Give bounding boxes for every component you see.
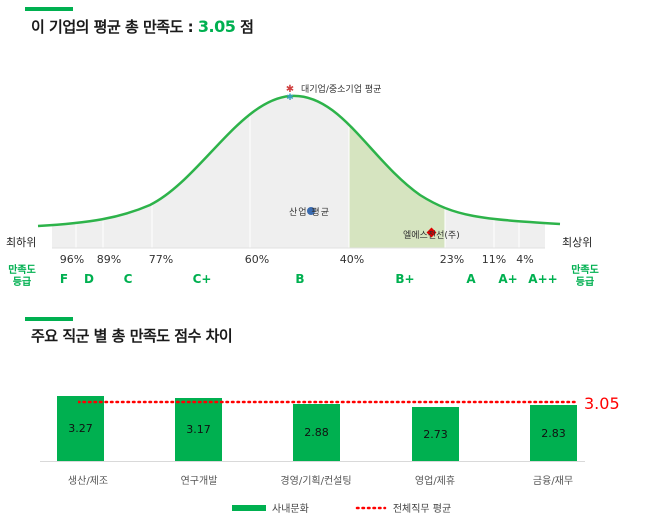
bar-chart-axis bbox=[40, 461, 585, 462]
grade-header-line2: 등급 bbox=[12, 277, 32, 288]
grade-label: A+ bbox=[498, 272, 518, 286]
grade-header-left: 만족도 등급 bbox=[4, 265, 40, 289]
percentile-tick: 89% bbox=[96, 253, 122, 266]
svg-text:✱: ✱ bbox=[286, 84, 294, 95]
category-label: 영업/제휴 bbox=[414, 476, 456, 487]
category-label: 연구개발 bbox=[180, 476, 218, 487]
percentile-tick: 23% bbox=[439, 253, 465, 266]
grade-header-right: 만족도 등급 bbox=[567, 265, 603, 289]
bar-rnd: 3.17 bbox=[175, 398, 222, 461]
grade-header-line1: 만족도 bbox=[8, 265, 36, 276]
industry-average-label: 산업 평균 bbox=[289, 208, 330, 218]
bar-management: 2.88 bbox=[293, 404, 340, 461]
section2-title: 주요 직군 별 총 만족도 점수 차이 bbox=[31, 327, 233, 345]
bar-production: 3.27 bbox=[57, 396, 104, 461]
bar-chart-plot: 3.27 3.17 2.88 2.73 2.83 bbox=[40, 380, 580, 461]
bar-finance: 2.83 bbox=[530, 405, 577, 461]
section1-accent-bar bbox=[25, 7, 73, 11]
highest-rank-label: 최상위 bbox=[562, 236, 593, 249]
legend-bar-swatch bbox=[232, 504, 266, 511]
distribution-curve-chart: ✱ ✱ bbox=[37, 84, 561, 249]
category-label: 금융/재무 bbox=[532, 476, 574, 487]
bar-value: 2.88 bbox=[304, 426, 329, 439]
average-score: 3.05 bbox=[197, 17, 236, 36]
grade-header-line1: 만족도 bbox=[571, 265, 599, 276]
section1-title: 이 기업의 평균 총 만족도 : 3.05 점 bbox=[31, 16, 254, 37]
percentile-tick: 96% bbox=[59, 253, 85, 266]
legend-bar-label: 사내문화 bbox=[272, 504, 309, 515]
grade-label: B bbox=[295, 272, 305, 286]
percentile-tick: 77% bbox=[148, 253, 174, 266]
percentile-tick: 40% bbox=[339, 253, 365, 266]
large-small-company-average-label: 대기업/중소기업 평균 bbox=[301, 85, 382, 95]
lowest-rank-label: 최하위 bbox=[6, 236, 37, 249]
title-prefix: 이 기업의 평균 총 만족도 : bbox=[31, 18, 194, 36]
percentile-tick: 11% bbox=[481, 253, 507, 266]
section2-accent-bar bbox=[25, 317, 73, 321]
category-label: 경영/기획/컨설팅 bbox=[280, 476, 352, 487]
bar-value: 2.73 bbox=[423, 427, 448, 441]
bar-value: 3.27 bbox=[68, 422, 93, 435]
grade-label: B+ bbox=[395, 272, 415, 286]
legend-dotted-swatch bbox=[355, 506, 387, 509]
grade-label: C+ bbox=[192, 272, 212, 286]
legend: 사내문화 전체직무 평균 bbox=[232, 500, 451, 515]
title-suffix: 점 bbox=[240, 18, 254, 36]
company-label: 엘에스전선(주) bbox=[403, 231, 460, 241]
svg-text:✱: ✱ bbox=[286, 93, 294, 103]
percentile-tick: 4% bbox=[516, 253, 534, 266]
grade-label: D bbox=[84, 272, 94, 286]
grade-label: A++ bbox=[528, 272, 558, 286]
grade-header-line2: 등급 bbox=[575, 277, 595, 288]
grade-label: F bbox=[59, 272, 69, 286]
legend-line-label: 전체직무 평균 bbox=[392, 504, 452, 515]
bar-value: 3.17 bbox=[186, 423, 211, 436]
bar-value: 2.83 bbox=[541, 426, 566, 440]
grade-label: A bbox=[466, 272, 476, 286]
average-dotted-line bbox=[78, 400, 577, 404]
percentile-tick: 60% bbox=[244, 253, 270, 266]
grade-label: C bbox=[123, 272, 133, 286]
average-value-label: 3.05 bbox=[584, 394, 620, 413]
category-label: 생산/제조 bbox=[67, 476, 109, 487]
bar-sales: 2.73 bbox=[412, 407, 459, 461]
